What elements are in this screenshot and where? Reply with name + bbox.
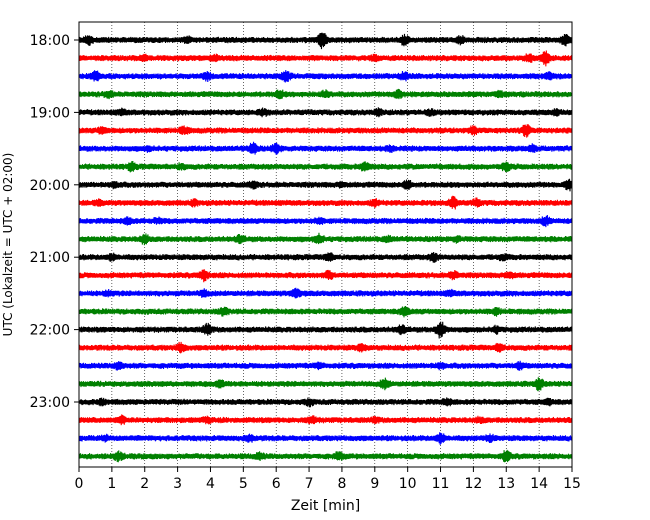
- trace-row-2200: [78, 321, 573, 339]
- trace-row-2230: [78, 360, 573, 371]
- y-tick-label: 21:00: [30, 250, 70, 266]
- x-tick-label: 15: [563, 476, 581, 492]
- trace-row-2045: [78, 232, 573, 246]
- y-axis-label: UTC (Lokalzeit = UTC + 02:00): [1, 153, 15, 337]
- trace-row-1900: [78, 107, 573, 118]
- trace-row-1815: [78, 50, 573, 67]
- x-tick-label: 12: [464, 476, 482, 492]
- trace-row-2245: [78, 377, 573, 392]
- x-tick-label: 0: [75, 476, 84, 492]
- trace-row-2015: [78, 195, 573, 210]
- trace-row-1930: [78, 141, 573, 155]
- trace-row-2145: [78, 305, 573, 318]
- y-tick-label: 19:00: [30, 105, 70, 121]
- x-tick-label: 13: [497, 476, 515, 492]
- trace-row-2100: [78, 252, 573, 263]
- x-axis-ticks: 0 1 2 3 4 5 6 7 8 9 10 11 12 13 14 15: [75, 467, 581, 492]
- trace-row-2345: [78, 449, 573, 463]
- y-tick-label: 20:00: [30, 178, 70, 194]
- x-tick-label: 10: [399, 476, 417, 492]
- x-grid-lines: [111, 22, 540, 467]
- x-tick-label: 5: [239, 476, 248, 492]
- x-tick-label: 7: [305, 476, 314, 492]
- trace-row-2000: [78, 178, 573, 192]
- x-tick-label: 8: [337, 476, 346, 492]
- trace-row-2330: [78, 432, 573, 445]
- y-axis-ticks: 18:00 19:00 20:00 21:00 22:00 23:00: [30, 33, 79, 411]
- trace-row-2115: [78, 269, 573, 283]
- trace-row-1915: [78, 124, 573, 138]
- x-tick-label: 9: [370, 476, 379, 492]
- trace-row-1845: [78, 88, 573, 100]
- trace-row-1830: [78, 70, 573, 83]
- y-tick-label: 22:00: [30, 323, 70, 339]
- x-tick-label: 1: [107, 476, 116, 492]
- y-tick-label: 23:00: [30, 395, 70, 411]
- x-tick-label: 6: [272, 476, 281, 492]
- plot-frame: [78, 21, 573, 468]
- trace-row-2315: [78, 414, 573, 426]
- trace-row-2300: [78, 397, 573, 408]
- x-tick-label: 3: [173, 476, 182, 492]
- trace-row-2030: [78, 215, 573, 228]
- x-tick-label: 14: [530, 476, 548, 492]
- y-tick-label: 18:00: [30, 33, 70, 49]
- x-axis-label: Zeit [min]: [291, 498, 360, 514]
- trace-row-1945: [78, 160, 573, 173]
- x-tick-label: 2: [140, 476, 149, 492]
- trace-row-2130: [78, 287, 573, 299]
- trace-row-2215: [78, 341, 573, 354]
- trace-row-1800: [78, 32, 573, 50]
- seismogram-traces: [78, 32, 573, 463]
- x-tick-label: 4: [206, 476, 215, 492]
- x-tick-label: 11: [432, 476, 450, 492]
